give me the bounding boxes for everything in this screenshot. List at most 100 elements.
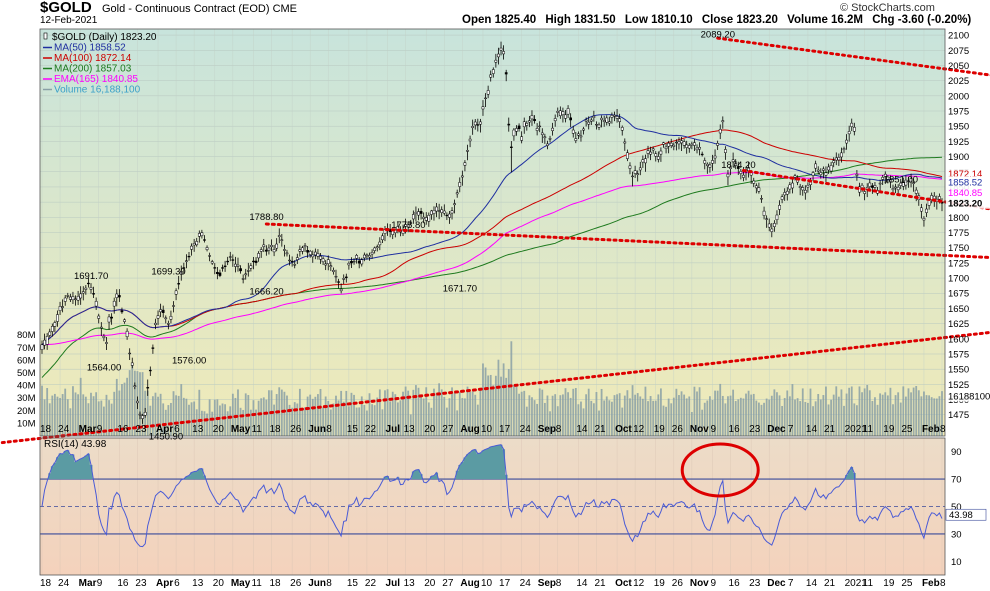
volume-bar	[237, 389, 239, 436]
candle-body	[646, 150, 650, 154]
candle-body	[925, 208, 928, 213]
volume-bar	[224, 404, 226, 436]
candle-body	[94, 301, 98, 307]
volume-bar	[360, 396, 363, 436]
volume-bar	[268, 390, 270, 436]
volume-bar	[776, 392, 778, 436]
volume-bar	[430, 407, 433, 436]
volume-bar	[894, 395, 897, 436]
volume-bar	[87, 403, 90, 436]
candle-body	[571, 129, 575, 134]
rsi-x-tick-label: 10	[481, 578, 493, 589]
volume-bar	[603, 400, 606, 436]
price-tick-label: 2050	[948, 61, 969, 72]
candle-body	[231, 259, 235, 261]
candle-body	[814, 163, 817, 169]
candle-body	[914, 189, 918, 194]
candle-body	[141, 415, 144, 419]
rsi-x-tick-label: 7	[788, 578, 794, 589]
volume-bar	[724, 403, 727, 436]
volume-bar	[74, 392, 77, 436]
rsi-value-label: 43.98	[949, 510, 973, 521]
candle-body	[460, 175, 464, 178]
price-annotation: 2089.20	[701, 30, 735, 41]
volume-bar	[626, 390, 629, 436]
candle-body	[437, 210, 441, 212]
candle-body	[767, 223, 771, 228]
volume-tick-label: 20M	[17, 406, 36, 417]
volume-bar	[332, 403, 335, 436]
candle-body	[362, 254, 366, 259]
price-tick-label: 1700	[948, 274, 969, 285]
candle-body	[922, 218, 926, 221]
volume-bar	[252, 400, 255, 436]
candle-body	[907, 180, 910, 182]
trendline	[716, 36, 990, 77]
volume-bar	[164, 409, 167, 436]
candle-body	[151, 347, 155, 349]
candle-body	[497, 53, 500, 58]
candle-body	[159, 309, 162, 313]
candle-body	[631, 175, 634, 178]
price-tick-label: 1550	[948, 365, 969, 376]
candle-body	[115, 293, 119, 298]
volume-bar	[930, 397, 933, 436]
x-tick-label: 19	[654, 424, 666, 435]
volume-bar	[822, 395, 825, 436]
candle-body	[190, 245, 193, 250]
candle-body	[742, 174, 745, 178]
candle-body	[509, 146, 513, 148]
rsi-x-tick-label: Nov	[690, 578, 709, 589]
candle-body	[254, 260, 258, 263]
candle-body	[79, 293, 83, 299]
rsi-x-tick-label: 25	[901, 578, 913, 589]
rsi-x-tick-label: 13	[404, 578, 416, 589]
candle-body	[556, 111, 560, 113]
volume-bar	[665, 406, 667, 436]
volume-bar	[162, 403, 165, 436]
candle-body	[97, 315, 101, 319]
price-annotation: 1788.80	[249, 212, 283, 223]
candle-body	[855, 173, 859, 176]
rsi-x-tick-label: May	[231, 578, 251, 589]
candle-body	[577, 133, 580, 136]
rsi-x-tick-label: 23	[749, 578, 761, 589]
volume-bar	[476, 404, 479, 436]
candle-body	[667, 142, 670, 147]
x-tick-label: 13	[192, 424, 204, 435]
rsi-x-tick-label: 11	[251, 578, 262, 589]
volume-bar	[533, 400, 536, 436]
legend-label: Volume 16,188,100	[54, 85, 141, 96]
candle-body	[729, 166, 732, 169]
volume-bar	[347, 406, 350, 436]
price-tick-label: 1925	[948, 137, 969, 148]
x-tick-label: Feb	[922, 424, 940, 435]
candle-body	[112, 300, 116, 307]
right-value-label: 1840.85	[948, 188, 982, 199]
volume-bar	[874, 397, 876, 436]
volume-bar	[605, 396, 608, 436]
volume-bar	[322, 407, 324, 436]
candle-body	[125, 330, 129, 337]
candle-body	[479, 121, 482, 125]
candle-body	[615, 116, 619, 119]
volume-bar	[709, 396, 711, 436]
candle-body	[265, 249, 268, 252]
candle-body	[182, 267, 186, 269]
rsi-x-tick-label: 19	[883, 578, 895, 589]
candle-body	[473, 121, 477, 126]
volume-bar	[118, 390, 121, 436]
volume-bar	[662, 405, 665, 436]
candle-body	[718, 129, 722, 134]
volume-bar	[688, 396, 691, 436]
candle-body	[883, 173, 887, 177]
volume-bar	[714, 390, 716, 436]
candle-body	[92, 293, 95, 295]
rsi-panel-frame	[39, 437, 946, 576]
candle-body	[257, 253, 260, 259]
x-tick-label: 22	[365, 424, 377, 435]
price-tick-label: 1675	[948, 289, 969, 300]
volume-bar	[683, 394, 686, 436]
candle-body	[633, 170, 637, 174]
candle-body	[308, 251, 312, 255]
